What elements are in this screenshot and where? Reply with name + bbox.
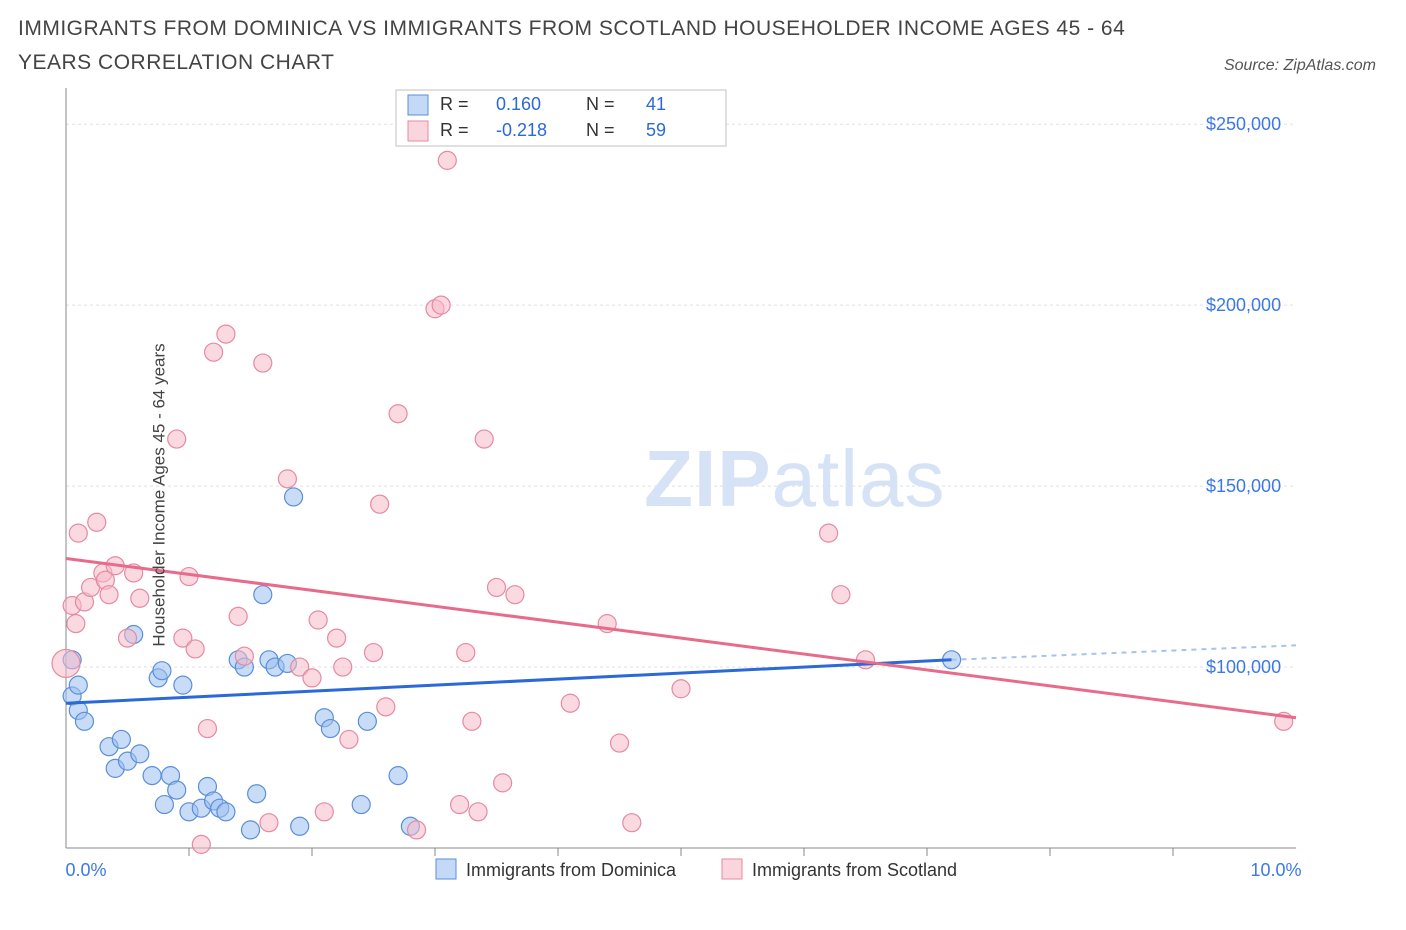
data-point [291,817,309,835]
data-point [52,649,80,677]
data-point [340,730,358,748]
data-point [192,835,210,853]
data-point [119,629,137,647]
data-point [205,343,223,361]
data-point [198,720,216,738]
data-point [131,589,149,607]
data-point [155,796,173,814]
data-point [365,644,383,662]
chart-title: IMMIGRANTS FROM DOMINICA VS IMMIGRANTS F… [18,12,1138,79]
data-point [303,669,321,687]
chart-container: Householder Income Ages 45 - 64 years $1… [18,88,1388,902]
data-point [112,730,130,748]
y-tick-label: $250,000 [1206,114,1281,134]
data-point [623,814,641,832]
data-point [358,712,376,730]
data-point [248,785,266,803]
data-point [408,821,426,839]
stats-swatch [408,95,428,115]
data-point [561,694,579,712]
source-attribution: Source: ZipAtlas.com [1224,57,1376,79]
data-point [432,296,450,314]
data-point [69,676,87,694]
data-point [389,405,407,423]
data-point [494,774,512,792]
data-point [334,658,352,676]
data-point [235,647,253,665]
data-point [131,745,149,763]
scatter-chart: $100,000 $150,000 $200,000 $250,000 ZIPatlas… [18,88,1388,902]
data-point [820,524,838,542]
data-point [488,578,506,596]
data-point [506,586,524,604]
data-point [451,796,469,814]
data-point [832,586,850,604]
data-point [328,629,346,647]
stats-n-label: N = [586,94,615,114]
watermark: ZIPatlas [644,434,945,523]
x-tick-label: 10.0% [1250,860,1301,880]
data-point [69,524,87,542]
data-point [672,680,690,698]
stats-r-label: R = [440,94,469,114]
legend-label: Immigrants from Dominica [466,860,677,880]
data-point [463,712,481,730]
data-point [217,803,235,821]
data-point [217,325,235,343]
data-point [309,611,327,629]
data-point [75,712,93,730]
y-tick-label: $100,000 [1206,657,1281,677]
data-point [315,803,333,821]
data-point [475,430,493,448]
data-point [100,586,118,604]
stats-n-value: 41 [646,94,666,114]
data-point [168,781,186,799]
data-point [321,720,339,738]
x-tick-label: 0.0% [65,860,106,880]
legend-swatch [436,859,456,879]
stats-swatch [408,121,428,141]
stats-r-value: -0.218 [496,120,547,140]
trend-line-dominica [66,660,952,703]
data-point [377,698,395,716]
data-point [88,513,106,531]
stats-n-label: N = [586,120,615,140]
data-point [254,586,272,604]
y-tick-label: $200,000 [1206,295,1281,315]
chart-header: IMMIGRANTS FROM DOMINICA VS IMMIGRANTS F… [0,0,1406,79]
data-point [389,767,407,785]
data-point [285,488,303,506]
y-tick-label: $150,000 [1206,476,1281,496]
legend-label: Immigrants from Scotland [752,860,957,880]
data-point [469,803,487,821]
stats-n-value: 59 [646,120,666,140]
data-point [438,151,456,169]
data-point [278,470,296,488]
legend-swatch [722,859,742,879]
stats-r-value: 0.160 [496,94,541,114]
stats-r-label: R = [440,120,469,140]
y-axis-label: Householder Income Ages 45 - 64 years [150,343,170,646]
data-point [174,676,192,694]
data-point [242,821,260,839]
data-point [143,767,161,785]
data-point [254,354,272,372]
data-point [457,644,475,662]
data-point [260,814,278,832]
data-point [67,615,85,633]
data-point [611,734,629,752]
data-point [229,607,247,625]
data-point [186,640,204,658]
data-point [153,662,171,680]
data-point [371,495,389,513]
data-point [352,796,370,814]
data-point [168,430,186,448]
